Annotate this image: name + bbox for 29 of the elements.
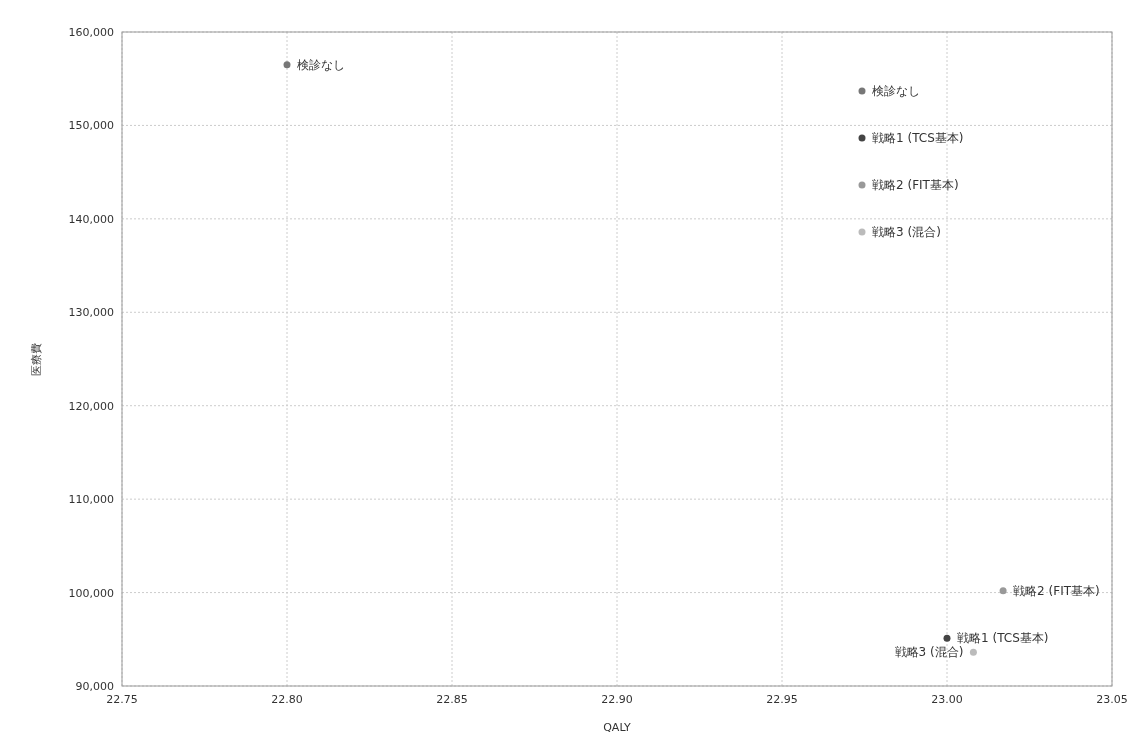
y-tick-label: 130,000 — [68, 306, 114, 320]
y-tick-label: 100,000 — [68, 586, 114, 600]
y-tick-label: 120,000 — [68, 399, 114, 413]
x-tick-label: 23.05 — [1096, 693, 1128, 706]
x-tick-label: 22.95 — [766, 693, 798, 706]
point — [283, 61, 291, 69]
x-tick-label: 22.90 — [601, 693, 633, 706]
point — [969, 648, 977, 656]
series: 戦略1 (TCS基本) — [943, 631, 1049, 646]
y-tick-label: 110,000 — [68, 493, 114, 507]
point — [943, 634, 951, 642]
y-tick-label: 140,000 — [68, 212, 114, 226]
x-tick-label: 23.00 — [931, 693, 963, 706]
legend-label: 戦略1 (TCS基本) — [872, 131, 964, 145]
y-axis-title: 医療費 — [30, 342, 43, 376]
y-tick-label: 160,000 — [68, 26, 114, 39]
y-tick-label: 150,000 — [68, 119, 114, 133]
series: 検診なし — [283, 57, 345, 72]
legend-label: 戦略3 (混合) — [872, 225, 941, 239]
x-tick-label: 22.80 — [271, 693, 303, 706]
point — [999, 587, 1007, 595]
series: 戦略3 (混合) — [894, 645, 977, 660]
x-tick-label: 22.75 — [106, 693, 138, 706]
x-axis-title: QALY — [603, 721, 632, 734]
legend-label: 検診なし — [872, 84, 920, 98]
x-tick-label: 22.85 — [436, 693, 468, 706]
y-tick-label: 90,000 — [75, 680, 114, 693]
series: 戦略2 (FIT基本) — [999, 583, 1100, 598]
legend-label: 戦略2 (FIT基本) — [872, 178, 959, 192]
